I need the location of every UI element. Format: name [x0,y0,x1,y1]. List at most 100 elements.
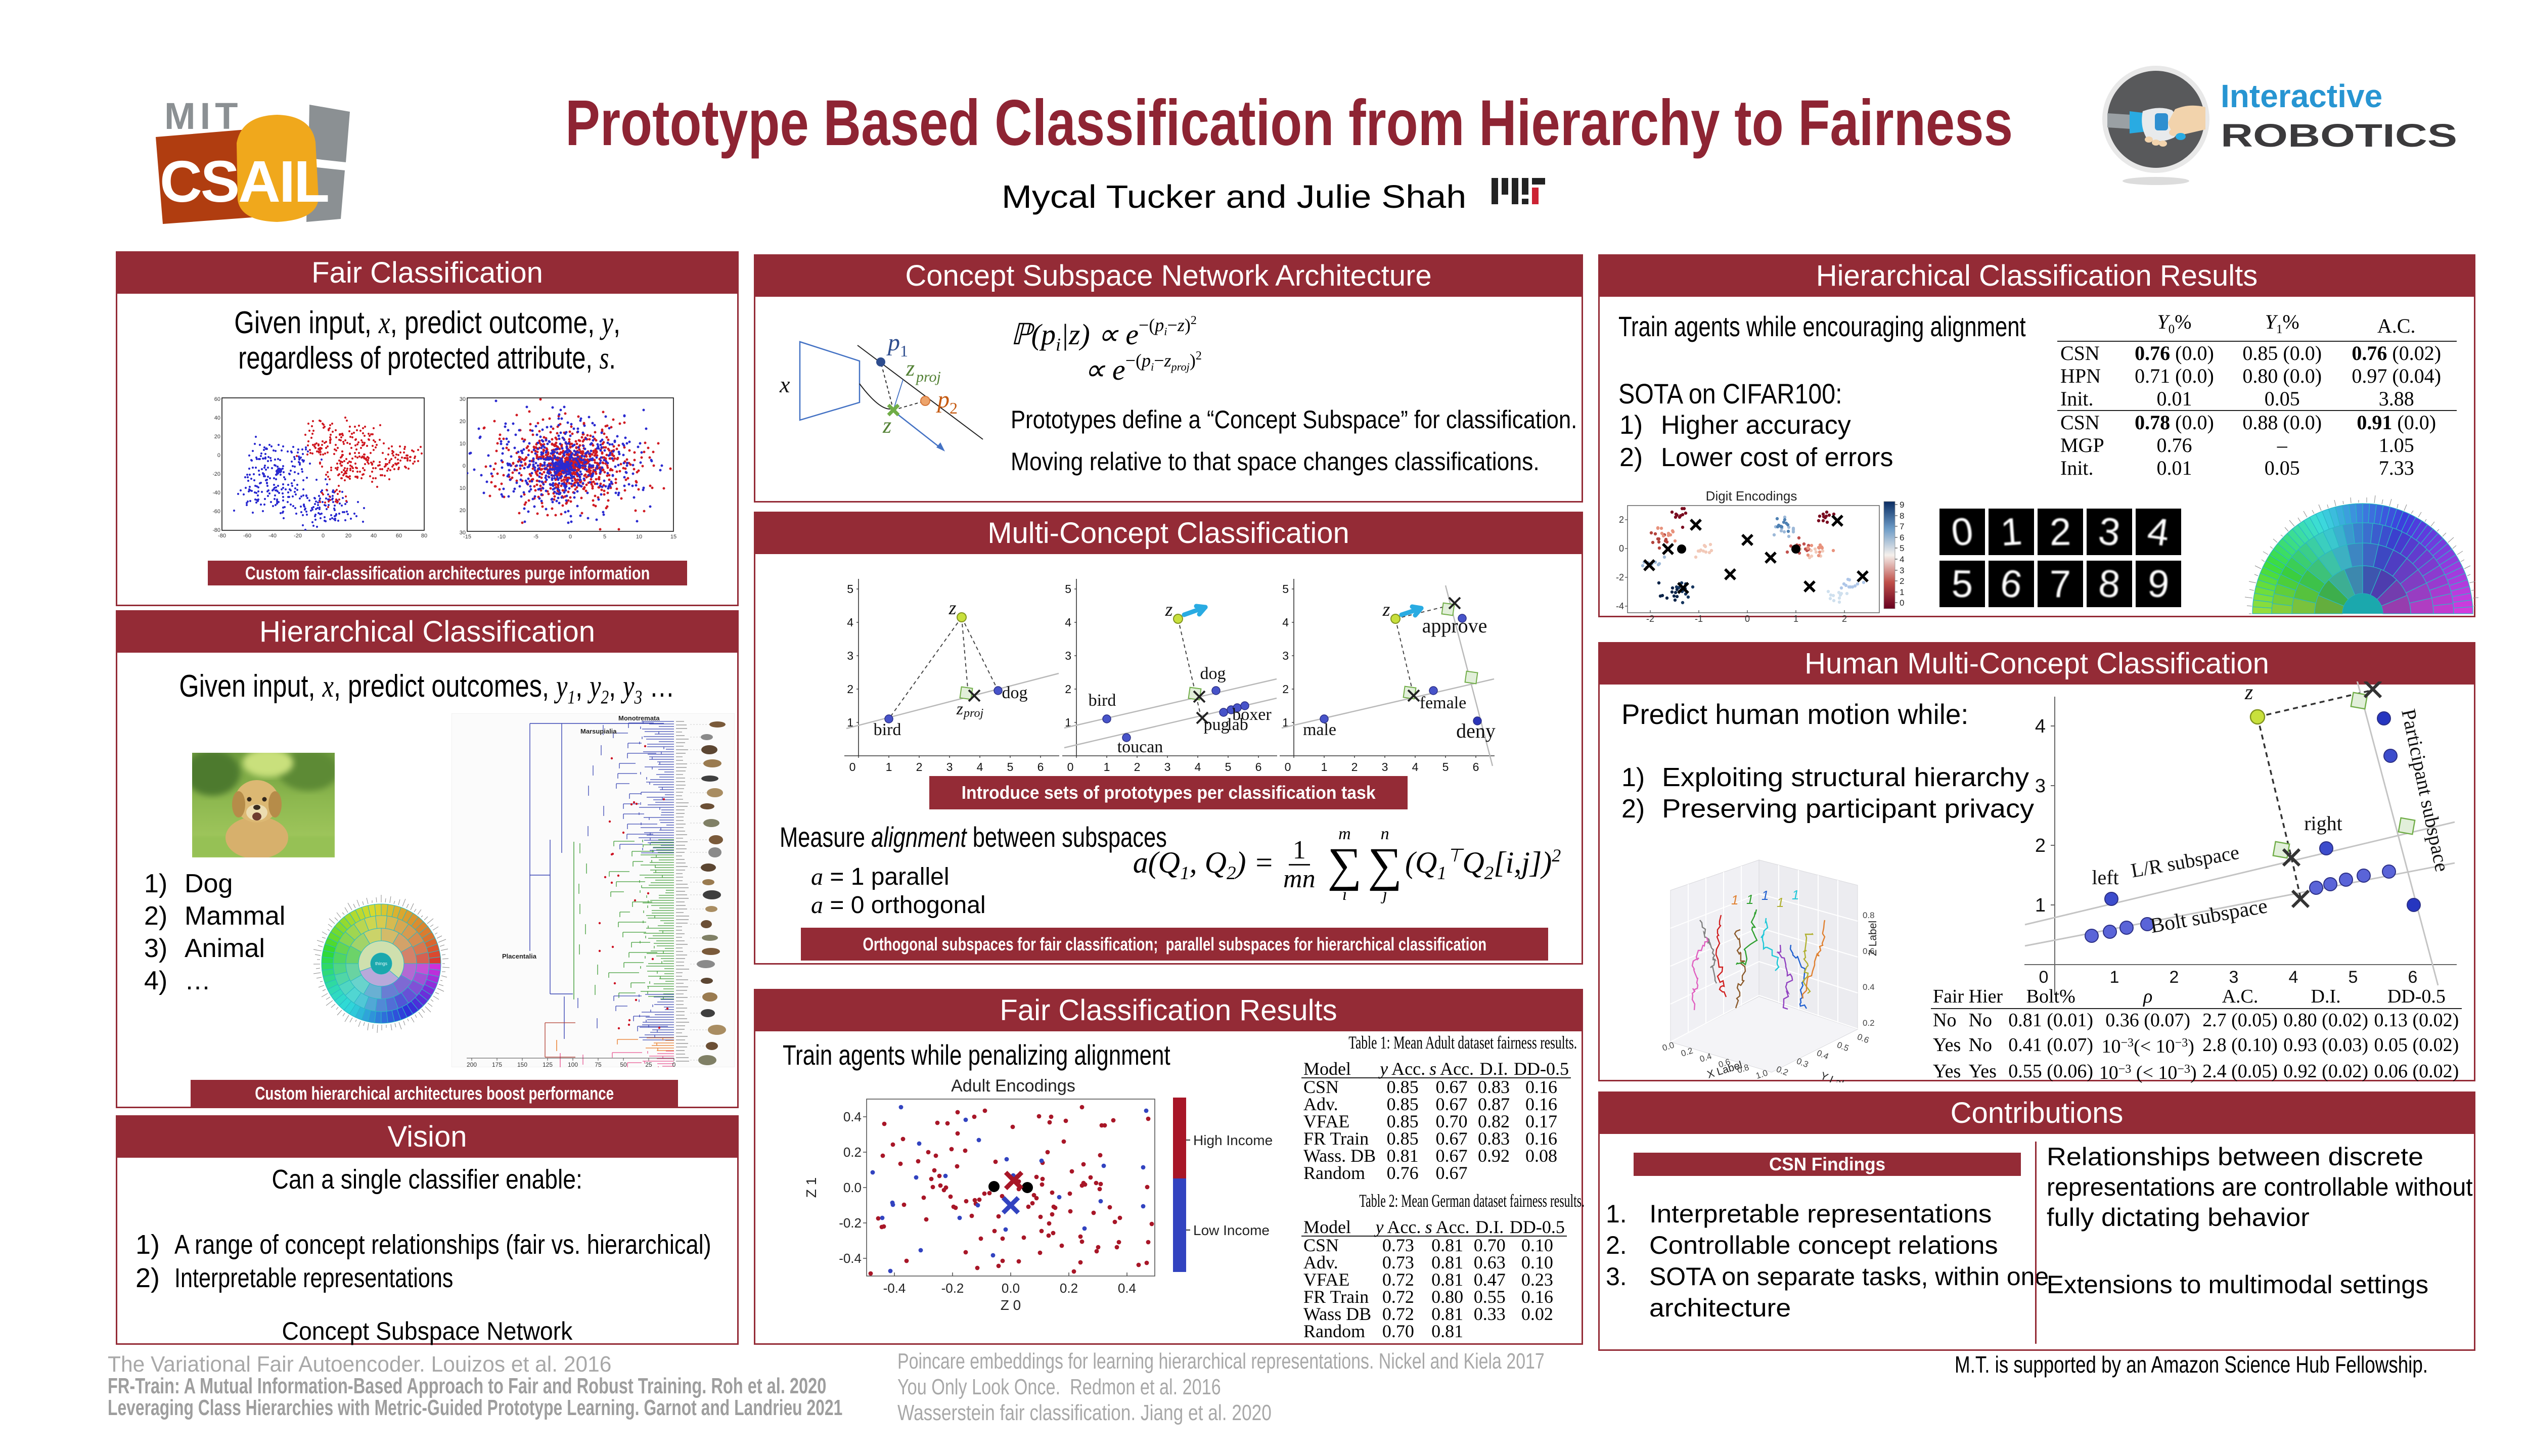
svg-text:-15: -15 [463,534,471,540]
svg-text:male: male [1303,720,1336,739]
svg-text:0.2: 0.2 [1060,1281,1078,1296]
svg-text:40: 40 [214,415,220,421]
svg-text:150: 150 [517,1061,527,1067]
svg-text:75: 75 [595,1061,602,1067]
svg-text:3: 3 [946,760,953,774]
svg-text:Interactive: Interactive [2221,78,2382,114]
svg-text:2: 2 [2170,968,2179,987]
svg-text:0.4: 0.4 [1118,1281,1136,1296]
svg-text:0: 0 [672,1061,676,1067]
svg-text:20: 20 [460,419,466,425]
svg-text:p: p [886,329,900,356]
svg-text:1: 1 [1792,887,1799,902]
svg-text:3: 3 [1282,649,1289,662]
svg-text:7: 7 [2050,563,2071,606]
svg-text:-0.4: -0.4 [839,1251,862,1266]
svg-text:0.2: 0.2 [843,1145,862,1160]
svg-text:4: 4 [2035,716,2046,737]
svg-text:1: 1 [1321,760,1328,774]
svg-text:High Income: High Income [1193,1132,1273,1148]
svg-text:0: 0 [2039,968,2049,987]
svg-text:8: 8 [1900,511,1904,521]
svg-text:2: 2 [2035,835,2046,856]
svg-text:60: 60 [396,533,402,539]
svg-text:6: 6 [1473,760,1479,774]
svg-text:1: 1 [2110,968,2119,987]
svg-text:50: 50 [620,1061,627,1067]
svg-text:0.6: 0.6 [1863,946,1875,956]
svg-text:ROBOTICS: ROBOTICS [2221,117,2457,154]
svg-text:4: 4 [847,616,853,629]
svg-text:2: 2 [847,682,853,696]
svg-text:2: 2 [950,399,958,417]
svg-text:9: 9 [1900,500,1904,510]
svg-text:Adult Encodings: Adult Encodings [951,1076,1075,1096]
svg-text:z: z [949,598,957,619]
svg-text:2: 2 [2049,511,2071,554]
svg-text:2: 2 [1282,682,1289,696]
svg-text:6: 6 [1900,533,1904,542]
svg-text:4: 4 [1065,616,1071,629]
svg-text:Monotremata: Monotremata [618,714,660,722]
svg-text:2: 2 [1134,760,1141,774]
svg-text:0: 0 [849,760,856,774]
svg-text:1: 1 [1104,760,1110,774]
svg-text:0: 0 [217,452,220,459]
svg-text:0.0: 0.0 [843,1180,862,1195]
svg-text:0.5: 0.5 [1836,1040,1850,1053]
svg-text:0: 0 [1900,598,1904,608]
svg-text:1: 1 [1731,892,1738,907]
svg-text:Low Income: Low Income [1193,1222,1270,1238]
svg-text:Digit Encodings: Digit Encodings [1706,489,1797,504]
svg-text:Z Label: Z Label [1867,921,1879,956]
svg-text:4: 4 [1412,760,1419,774]
svg-text:approve: approve [1422,614,1487,637]
svg-text:6: 6 [2408,968,2418,987]
svg-text:p: p [936,386,950,413]
svg-text:30: 30 [460,396,466,402]
svg-text:z: z [1382,599,1390,620]
svg-text:5: 5 [1951,563,1973,606]
svg-text:toucan: toucan [1117,738,1163,756]
svg-text:0: 0 [322,533,325,539]
svg-text:1: 1 [900,342,908,360]
svg-text:z: z [956,700,963,718]
svg-text:8: 8 [2097,562,2122,606]
svg-text:0.6: 0.6 [1856,1032,1871,1045]
svg-text:2: 2 [1351,760,1358,774]
svg-text:3: 3 [1164,760,1171,774]
svg-text:-2: -2 [1646,614,1654,623]
svg-text:Y Label: Y Label [1819,1070,1856,1082]
svg-text:0: 0 [569,534,572,540]
svg-text:2: 2 [1619,515,1624,525]
svg-text:25: 25 [645,1061,652,1067]
svg-text:3: 3 [1900,566,1904,575]
svg-text:0.0: 0.0 [1002,1281,1020,1296]
svg-text:boxer: boxer [1232,705,1272,724]
svg-text:1: 1 [1065,716,1071,729]
svg-text:1: 1 [1282,716,1289,729]
svg-text:-60: -60 [213,509,220,515]
svg-text:200: 200 [467,1061,477,1067]
svg-text:175: 175 [492,1061,502,1067]
svg-text:bird: bird [1089,691,1116,710]
svg-text:-0.4: -0.4 [883,1281,906,1296]
svg-text:5: 5 [603,534,606,540]
svg-text:proj: proj [915,369,941,385]
svg-text:5: 5 [1442,760,1449,774]
svg-text:z: z [2244,681,2253,704]
svg-text:100: 100 [568,1061,578,1067]
svg-text:7: 7 [1900,522,1904,531]
svg-text:5: 5 [847,582,853,596]
svg-text:x: x [779,372,790,397]
svg-text:-40: -40 [213,490,220,496]
svg-text:1: 1 [1793,614,1798,623]
svg-text:1: 1 [1900,587,1904,597]
svg-text:0: 0 [463,463,466,469]
svg-text:-80: -80 [213,527,220,533]
svg-text:5: 5 [1225,760,1232,774]
svg-text:0.4: 0.4 [1863,982,1875,992]
svg-text:-0.2: -0.2 [839,1215,862,1231]
svg-text:-40: -40 [268,533,277,539]
svg-text:-2: -2 [1616,572,1624,582]
